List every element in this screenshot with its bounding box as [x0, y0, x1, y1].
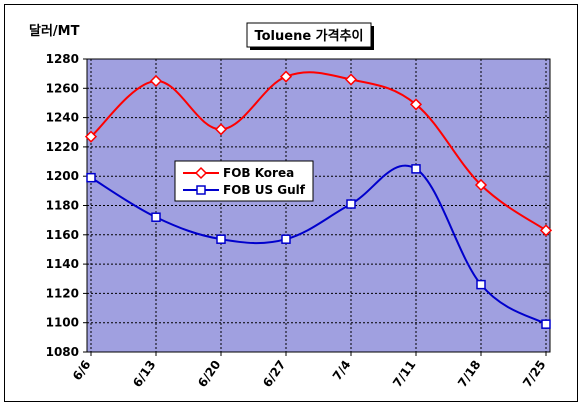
- series-line: [90, 164, 547, 326]
- data-point-marker: [216, 234, 226, 244]
- data-point-marker: [409, 98, 423, 111]
- x-tick-label: 6/6: [70, 358, 94, 383]
- chart-title-box: Toluene 가격추이: [246, 22, 374, 50]
- data-point-marker: [149, 74, 163, 88]
- x-tick-label: 7/4: [330, 358, 354, 383]
- y-tick-label: 1280: [46, 52, 79, 66]
- y-tick-label: 1120: [46, 286, 79, 300]
- x-tick-label: 6/20: [195, 358, 223, 390]
- chart-frame: 1080 1100 1120 1140 1160 1180 1200 1220 1240 1260…: [4, 4, 578, 402]
- legend: FOB Korea FOB US Gulf: [174, 160, 314, 202]
- y-tick-labels: 1080 1100 1120 1140 1160 1180 1200 1220 1240 1260…: [46, 52, 79, 359]
- data-point-marker: [344, 73, 358, 86]
- data-point-marker: [346, 199, 356, 209]
- data-point-marker: [214, 123, 228, 136]
- legend-swatch-marker: [196, 185, 206, 195]
- series-fob-us-gulf: [86, 164, 551, 329]
- chart-title: Toluene 가격추이: [254, 28, 363, 44]
- data-point-marker: [474, 178, 488, 192]
- legend-swatch-marker: [194, 166, 208, 180]
- x-tick-label: 7/25: [520, 358, 548, 390]
- y-tick-label: 1220: [46, 140, 79, 154]
- data-point-marker: [411, 164, 421, 174]
- series-lines: [84, 70, 553, 329]
- y-tick-label: 1080: [46, 345, 79, 359]
- data-point-marker: [279, 70, 293, 83]
- series-fob-korea: [84, 70, 553, 237]
- y-tick-label: 1180: [46, 199, 79, 213]
- legend-entry-label: FOB US Gulf: [223, 183, 306, 197]
- data-point-marker: [281, 234, 291, 244]
- x-tick-label: 6/27: [260, 358, 288, 390]
- data-point-marker: [86, 172, 96, 183]
- y-axis-label: 달러/MT: [29, 23, 80, 39]
- data-point-marker: [151, 212, 161, 222]
- y-tick-label: 1240: [46, 111, 79, 125]
- y-tick-label: 1100: [46, 316, 79, 330]
- y-tick-label: 1200: [46, 169, 79, 183]
- legend-entry-label: FOB Korea: [223, 166, 294, 180]
- data-point-marker: [476, 279, 486, 290]
- x-tick-label: 6/13: [130, 358, 158, 390]
- y-tick-label: 1160: [46, 228, 79, 242]
- x-tick-label: 7/18: [455, 358, 483, 390]
- data-point-marker: [84, 130, 98, 143]
- grid-lines: [83, 58, 550, 356]
- data-point-marker: [541, 319, 551, 329]
- data-point-marker: [539, 224, 553, 237]
- x-tick-labels: 6/6 6/13 6/20 6/27 7/4 7/11 7/18 7/25: [70, 358, 549, 390]
- line-chart: 1080 1100 1120 1140 1160 1180 1200 1220 1240 1260…: [29, 22, 553, 390]
- y-tick-label: 1260: [46, 81, 79, 95]
- x-tick-label: 7/11: [390, 358, 418, 390]
- y-tick-label: 1140: [46, 257, 79, 271]
